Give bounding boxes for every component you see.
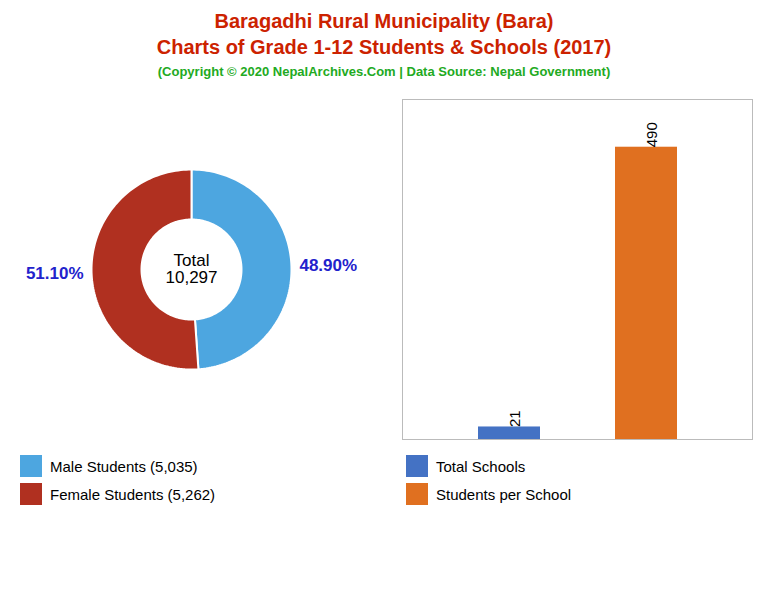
html-text:Students per School: Students per School — [436, 485, 572, 503]
svg-text:Total10,297: Total10,297 — [166, 251, 218, 287]
html-text:Baragadhi Rural Municipality (: Baragadhi Rural Municipality (Bara) — [214, 10, 554, 32]
html-text:(Copyright © 2020 NepalArchive: (Copyright © 2020 NepalArchives.Com | Da… — [157, 64, 611, 79]
html-text:Charts of Grade 1-12 Students: Charts of Grade 1-12 Students & Schools … — [156, 36, 612, 58]
svg-text:51.10%: 51.10% — [26, 264, 84, 283]
html-text:Male Students (5,035): Male Students (5,035) — [50, 457, 198, 475]
html-text:Female Students (5,262): Female Students (5,262) — [50, 485, 216, 503]
svg-text:490: 490 — [643, 122, 660, 147]
html-text:Total Schools: Total Schools — [436, 457, 526, 475]
svg-text:21: 21 — [506, 410, 523, 427]
svg-text:48.90%: 48.90% — [299, 256, 357, 275]
